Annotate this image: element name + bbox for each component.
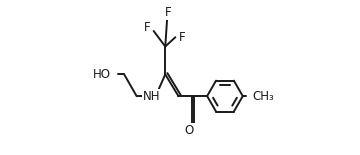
Text: F: F [179,31,186,44]
Text: CH₃: CH₃ [252,90,274,103]
Text: NH: NH [143,90,160,103]
Text: F: F [144,21,151,34]
Text: HO: HO [93,68,111,81]
Text: O: O [185,124,194,137]
Text: F: F [165,6,172,19]
